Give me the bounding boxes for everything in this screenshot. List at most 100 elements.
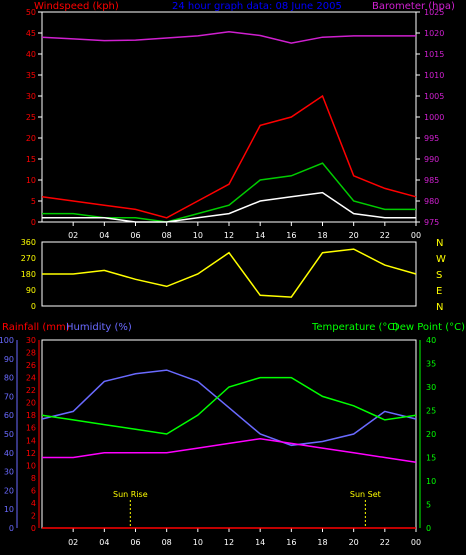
rainfall-ytick-label: 30 xyxy=(26,336,36,345)
baro-ytick-label: 1015 xyxy=(424,50,444,59)
baro-ytick-label: 995 xyxy=(424,134,439,143)
temp-xtick-label: 16 xyxy=(286,538,296,547)
sun-label: Sun Set xyxy=(350,490,381,499)
wind-xtick-label: 10 xyxy=(193,231,203,240)
rainfall-ytick-label: 22 xyxy=(26,386,36,395)
temperature-label: Temperature (°C) xyxy=(311,322,398,333)
temperature-ytick-label: 15 xyxy=(426,454,436,463)
baro-ytick-label: 1020 xyxy=(424,29,444,38)
baro-ytick-label: 980 xyxy=(424,197,439,206)
series-line xyxy=(42,248,417,298)
temp-xtick-label: 08 xyxy=(162,538,172,547)
wind-ytick-label: 40 xyxy=(26,50,36,59)
temp-xtick-label: 06 xyxy=(130,538,140,547)
series-line xyxy=(41,369,417,447)
humidity-ytick-label: 60 xyxy=(4,411,14,420)
humidity-ytick-label: 0 xyxy=(9,524,14,533)
temperature-ytick-label: 5 xyxy=(426,501,431,510)
wind-xtick-label: 04 xyxy=(99,231,109,240)
compass-label: N xyxy=(436,302,443,313)
wind-ytick-label: 0 xyxy=(31,218,36,227)
wind-ytick-label: 50 xyxy=(26,8,36,17)
wind-ytick-label: 30 xyxy=(26,92,36,101)
baro-ytick-label: 1000 xyxy=(424,113,444,122)
temp-panel: 0102030405060708090100024681012141618202… xyxy=(0,336,436,547)
dir-ytick-label: 90 xyxy=(26,286,36,295)
compass-label: W xyxy=(436,254,446,265)
wind-xtick-label: 14 xyxy=(255,231,265,240)
series-line xyxy=(42,437,417,463)
temp-xtick-label: 22 xyxy=(380,538,390,547)
temp-xtick-label: 12 xyxy=(224,538,234,547)
wind-xtick-label: 08 xyxy=(162,231,172,240)
humidity-ytick-label: 50 xyxy=(4,430,14,439)
rainfall-ytick-label: 0 xyxy=(31,524,36,533)
wind-xtick-label: 16 xyxy=(286,231,296,240)
wind-xtick-label: 20 xyxy=(349,231,359,240)
baro-ytick-label: 1005 xyxy=(424,92,444,101)
baro-ytick-label: 990 xyxy=(424,155,439,164)
humidity-ytick-label: 40 xyxy=(4,449,14,458)
temperature-ytick-label: 20 xyxy=(426,430,436,439)
rainfall-ytick-label: 20 xyxy=(26,399,36,408)
baro-ytick-label: 1010 xyxy=(424,71,444,80)
windspeed-label: Windspeed (kph) xyxy=(34,1,119,12)
rainfall-ytick-label: 18 xyxy=(26,411,36,420)
humidity-ytick-label: 20 xyxy=(4,486,14,495)
temperature-ytick-label: 25 xyxy=(426,407,436,416)
temp-xtick-label: 20 xyxy=(349,538,359,547)
temperature-ytick-label: 10 xyxy=(426,477,436,486)
sun-label: Sun Rise xyxy=(113,490,148,499)
humidity-label: Humidity (%) xyxy=(66,322,132,333)
compass-label: S xyxy=(436,270,442,281)
temperature-ytick-label: 0 xyxy=(426,524,431,533)
series-line xyxy=(41,376,417,435)
wind-panel: 0510152025303540455097598098599099510001… xyxy=(26,8,445,240)
rainfall-ytick-label: 2 xyxy=(31,511,36,520)
wind-ytick-label: 25 xyxy=(26,113,36,122)
compass-label: E xyxy=(436,286,442,297)
wind-xtick-label: 18 xyxy=(317,231,327,240)
humidity-ytick-label: 30 xyxy=(4,468,14,477)
wind-xtick-label: 12 xyxy=(224,231,234,240)
rainfall-ytick-label: 14 xyxy=(26,436,36,445)
wind-ytick-label: 45 xyxy=(26,29,36,38)
temp-xtick-label: 10 xyxy=(193,538,203,547)
wind-ytick-label: 5 xyxy=(31,197,36,206)
rainfall-ytick-label: 24 xyxy=(26,374,36,383)
humidity-ytick-label: 80 xyxy=(4,374,14,383)
temperature-ytick-label: 40 xyxy=(426,336,436,345)
graph-title: 24 hour graph data: 08 June 2005 xyxy=(172,1,342,12)
dir-ytick-label: 180 xyxy=(21,270,36,279)
dir-ytick-label: 0 xyxy=(31,302,36,311)
barometer-label: Barometer (hpa) xyxy=(372,1,455,12)
humidity-ytick-label: 10 xyxy=(4,505,14,514)
baro-ytick-label: 985 xyxy=(424,176,439,185)
temp-xtick-label: 02 xyxy=(68,538,78,547)
wind-ytick-label: 35 xyxy=(26,71,36,80)
baro-ytick-label: 1025 xyxy=(424,8,444,17)
rainfall-ytick-label: 4 xyxy=(31,499,36,508)
humidity-ytick-label: 90 xyxy=(4,355,14,364)
temperature-ytick-label: 35 xyxy=(426,360,436,369)
baro-ytick-label: 975 xyxy=(424,218,439,227)
temperature-ytick-label: 30 xyxy=(426,383,436,392)
temp-xtick-label: 18 xyxy=(317,538,327,547)
rainfall-ytick-label: 8 xyxy=(31,474,36,483)
wind-ytick-label: 20 xyxy=(26,134,36,143)
wind-xtick-label: 06 xyxy=(130,231,140,240)
wind-ytick-label: 10 xyxy=(26,176,36,185)
series-line xyxy=(42,191,416,223)
humidity-ytick-label: 70 xyxy=(4,392,14,401)
wind-xtick-label: 02 xyxy=(68,231,78,240)
compass-label: N xyxy=(436,238,443,249)
wind-xtick-label: 00 xyxy=(411,231,421,240)
rainfall-label: Rainfall (mm) xyxy=(2,322,70,333)
wind-ytick-label: 15 xyxy=(26,155,36,164)
wind-xtick-label: 22 xyxy=(380,231,390,240)
dewpoint-label: Dew Point (°C) xyxy=(392,322,465,333)
rainfall-ytick-label: 10 xyxy=(26,461,36,470)
